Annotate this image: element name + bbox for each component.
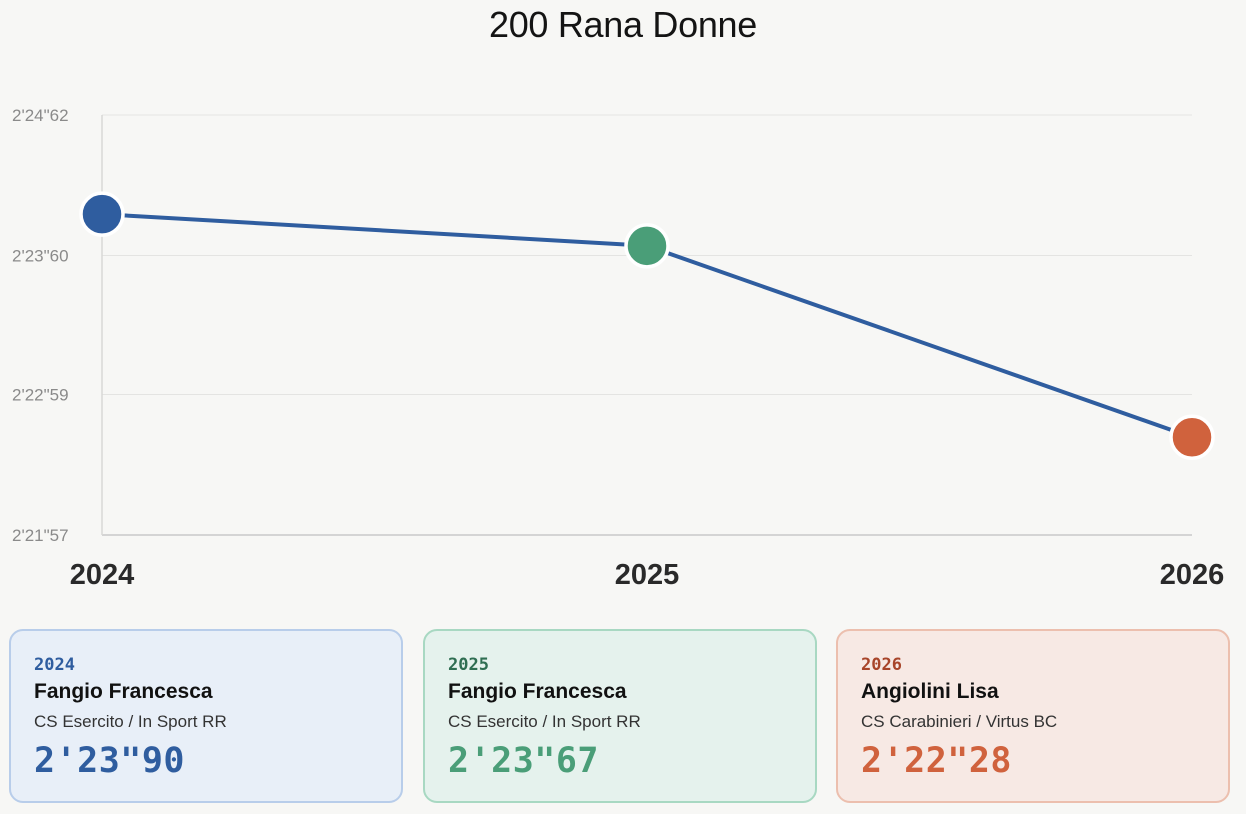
card-time: 2'23"67 (448, 741, 600, 781)
card-athlete-name: Fangio Francesca (448, 680, 627, 703)
x-tick-label: 2026 (1160, 559, 1225, 591)
record-card-2024: 2024 Fangio Francesca CS Esercito / In S… (9, 629, 403, 803)
card-time: 2'23"90 (34, 741, 186, 781)
y-tick-label: 2'21"57 (12, 526, 69, 545)
card-athlete-name: Fangio Francesca (34, 680, 213, 703)
card-club: CS Esercito / In Sport RR (34, 712, 227, 731)
card-club: CS Esercito / In Sport RR (448, 712, 641, 731)
record-card-2026: 2026 Angiolini Lisa CS Carabinieri / Vir… (836, 629, 1230, 803)
data-point-2024 (79, 191, 125, 237)
card-club: CS Carabinieri / Virtus BC (861, 712, 1058, 731)
y-tick-label: 2'22"59 (12, 386, 69, 405)
chart-title: 200 Rana Donne (488, 4, 757, 45)
card-time: 2'22"28 (861, 741, 1013, 781)
x-tick-label: 2025 (615, 559, 680, 591)
card-athlete-name: Angiolini Lisa (861, 680, 999, 703)
y-tick-label: 2'23"60 (12, 246, 69, 265)
x-tick-label: 2024 (70, 559, 135, 591)
y-tick-label: 2'24"62 (12, 106, 69, 125)
card-year: 2024 (34, 655, 75, 675)
record-card-2025: 2025 Fangio Francesca CS Esercito / In S… (423, 629, 817, 803)
data-point-2025 (624, 223, 670, 269)
card-year: 2026 (861, 655, 902, 675)
data-point-2026 (1169, 414, 1215, 460)
card-year: 2025 (448, 655, 489, 675)
record-cards: 2024 Fangio Francesca CS Esercito / In S… (9, 629, 1231, 803)
